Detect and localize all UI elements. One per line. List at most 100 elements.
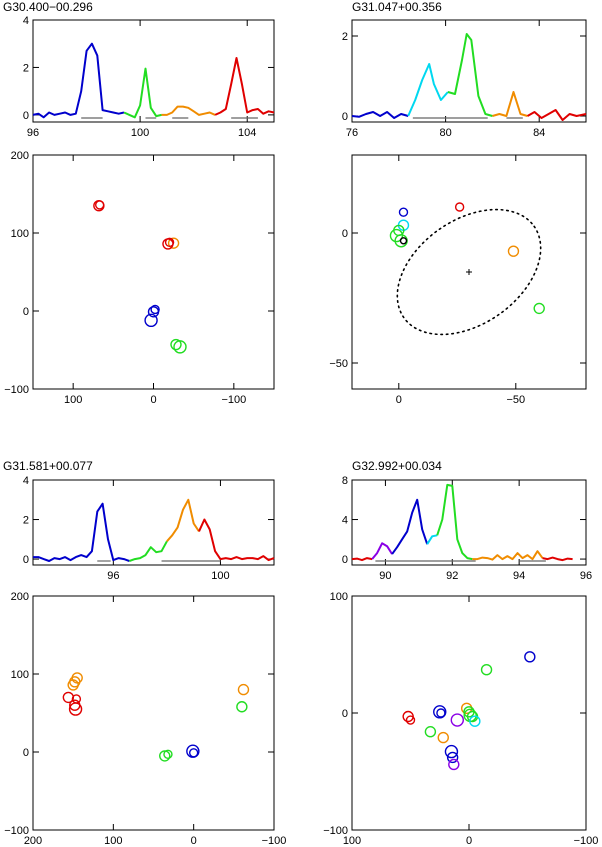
maser-spot-blue [398, 207, 409, 217]
maser-spot-blue [436, 708, 446, 718]
maser-spot-red [62, 691, 75, 704]
spectrum-series-orange [472, 550, 544, 561]
spectrum-series-blue [391, 498, 429, 555]
x-tick-label: 76 [346, 127, 358, 139]
plot-frame [351, 19, 587, 123]
spectrum-series-red [214, 57, 275, 116]
maser-spot-orange [67, 679, 79, 691]
maser-spot-orange [507, 245, 520, 257]
spectrum-series-purple [371, 542, 393, 560]
y-tick-label: 0 [23, 747, 29, 759]
maser-spot-green [170, 338, 182, 351]
spectrum-panel-g32-992: G32.992+00.034 90 92 94 96 0 4 8 [342, 459, 592, 582]
maser-spot-blue [444, 744, 459, 759]
x-tick-label: 100 [64, 394, 82, 406]
spectrum-series-orange [492, 91, 528, 117]
x-tick-label: 0 [191, 835, 197, 847]
y-tick-label: 8 [342, 475, 348, 487]
x-tick-label: 0 [150, 394, 156, 406]
y-tick-label: −100 [4, 384, 29, 396]
x-tick-label: −100 [221, 394, 246, 406]
y-tick-label: 2 [342, 31, 348, 43]
spectrum-series-blue [351, 111, 409, 119]
spectrum-series-cyan [407, 63, 449, 117]
maser-spot-blue [524, 651, 536, 663]
x-tick-label: 96 [27, 127, 39, 139]
spectrum-series-red [542, 556, 573, 562]
spectrum-series-red [351, 557, 373, 562]
plot-frame [32, 19, 275, 123]
panel-title: G30.400−00.296 [3, 0, 93, 14]
x-tick-label: 90 [379, 570, 391, 582]
spot-map-panel-g31-047: 0 −50 −50 0 [329, 154, 587, 406]
spectrum-series-blue [32, 42, 125, 119]
plot-frame [32, 154, 275, 390]
maser-spot-purple [448, 758, 460, 771]
y-tick-label: 0 [342, 708, 348, 720]
y-tick-label: 4 [23, 475, 29, 487]
spectrum-series-blue [33, 502, 130, 562]
spectrum-panel-g31-047: G31.047+00.356 76 80 84 0 2 [342, 0, 587, 139]
maser-spot-red [164, 237, 175, 248]
panel-title: G31.047+00.356 [352, 0, 442, 14]
x-tick-label: 96 [107, 570, 119, 582]
y-tick-label: 0 [342, 554, 348, 566]
maser-spot-green [173, 340, 187, 354]
maser-spot-red [94, 200, 105, 210]
y-tick-label: −100 [4, 825, 29, 837]
x-tick-label: 100 [104, 835, 122, 847]
y-tick-label: 0 [23, 306, 29, 318]
maser-spot-blue [144, 313, 158, 328]
spectrum-series-red [198, 518, 275, 562]
maser-spot-green [163, 749, 173, 760]
spectrum-series-orange [166, 498, 200, 542]
spectrum-series-green [447, 33, 493, 117]
maser-spot-green [480, 664, 493, 676]
x-tick-label: 84 [533, 127, 545, 139]
x-tick-label: 200 [24, 835, 42, 847]
x-tick-label: −100 [574, 835, 599, 847]
x-tick-label: 94 [513, 570, 525, 582]
maser-spot-green [424, 726, 437, 738]
plot-frame [32, 595, 275, 831]
maser-spot-red [68, 702, 83, 716]
y-tick-label: 4 [23, 15, 29, 27]
y-tick-label: 0 [342, 111, 348, 123]
y-tick-label: 100 [330, 591, 348, 603]
y-tick-label: 200 [11, 150, 29, 162]
x-tick-label: 0 [466, 835, 472, 847]
y-tick-label: 200 [11, 591, 29, 603]
spectrum-series-green [129, 540, 168, 562]
spectrum-series-green [436, 483, 473, 561]
plot-frame [32, 479, 275, 566]
spectrum-series-orange [161, 105, 216, 116]
maser-spot-orange [167, 237, 180, 249]
maser-spot-blue [433, 705, 447, 719]
x-tick-label: −100 [262, 835, 287, 847]
spot-map-panel-g31-581: 200 100 0 −100 −100 0 100 200 [4, 591, 286, 847]
y-tick-label: −100 [323, 825, 348, 837]
maser-spot-green [159, 750, 171, 762]
y-tick-label: −50 [329, 358, 348, 370]
maser-spot-orange [237, 683, 250, 696]
spectrum-series-green [123, 67, 162, 119]
x-tick-label: 100 [343, 835, 361, 847]
maser-spot-cyan [469, 715, 481, 727]
panel-title: G31.581+00.077 [3, 459, 93, 473]
spectrum-panel-g31-581: G31.581+00.077 96 100 0 2 4 [3, 459, 275, 582]
maser-spot-orange [437, 731, 449, 744]
y-tick-label: 2 [23, 62, 29, 74]
y-tick-label: 100 [11, 228, 29, 240]
maser-spot-purple [450, 713, 464, 727]
spectrum-series-red [527, 109, 587, 121]
y-tick-label: 0 [342, 228, 348, 240]
y-tick-label: 0 [23, 554, 29, 566]
x-tick-label: 80 [439, 127, 451, 139]
maser-spot-black [399, 237, 408, 245]
y-tick-label: 4 [342, 515, 348, 527]
spectrum-series-cyan [426, 534, 438, 545]
spot-map-panel-g30-400: 100 0 −100 −100 0 100 200 [4, 150, 275, 406]
y-tick-label: 0 [23, 110, 29, 122]
maser-spot-red [454, 202, 465, 212]
